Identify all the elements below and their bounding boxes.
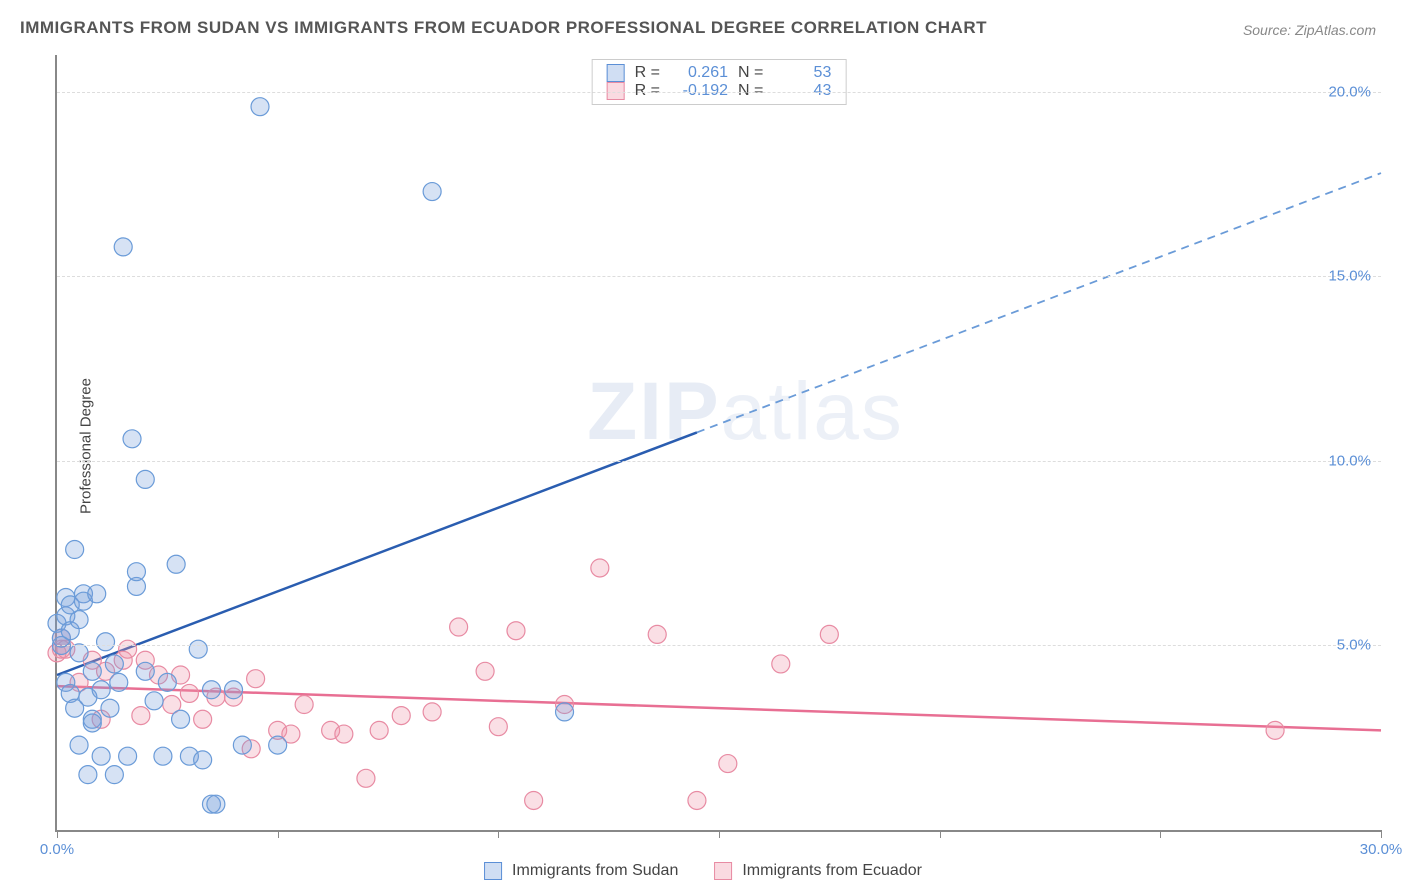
data-point xyxy=(225,681,243,699)
gridline xyxy=(57,92,1381,93)
legend-label-ecuador: Immigrants from Ecuador xyxy=(742,862,922,880)
data-point xyxy=(688,791,706,809)
stats-legend-box: R = 0.261 N = 53 R = -0.192 N = 43 xyxy=(592,59,847,105)
x-tick-label: 30.0% xyxy=(1360,841,1403,858)
data-point xyxy=(189,640,207,658)
y-tick-label: 5.0% xyxy=(1337,637,1371,654)
stats-row-sudan: R = 0.261 N = 53 xyxy=(607,64,832,82)
data-point xyxy=(158,673,176,691)
r-label: R = xyxy=(635,64,660,82)
data-point xyxy=(105,655,123,673)
data-point xyxy=(83,714,101,732)
x-tick-label: 0.0% xyxy=(40,841,74,858)
data-point xyxy=(167,555,185,573)
y-tick-label: 10.0% xyxy=(1328,452,1371,469)
data-point xyxy=(247,670,265,688)
legend-item-ecuador: Immigrants from Ecuador xyxy=(714,862,922,880)
data-point xyxy=(132,707,150,725)
data-point xyxy=(772,655,790,673)
x-tick xyxy=(278,830,279,838)
gridline xyxy=(57,461,1381,462)
data-point xyxy=(233,736,251,754)
x-tick xyxy=(57,830,58,838)
data-point xyxy=(476,662,494,680)
bottom-legend: Immigrants from Sudan Immigrants from Ec… xyxy=(484,862,922,880)
data-point xyxy=(357,769,375,787)
data-point xyxy=(119,747,137,765)
data-point xyxy=(88,585,106,603)
data-point xyxy=(79,766,97,784)
data-point xyxy=(114,238,132,256)
x-tick xyxy=(498,830,499,838)
data-point xyxy=(145,692,163,710)
n-label: N = xyxy=(738,64,763,82)
data-point xyxy=(251,98,269,116)
data-point xyxy=(648,625,666,643)
data-point xyxy=(591,559,609,577)
data-point xyxy=(105,766,123,784)
legend-label-sudan: Immigrants from Sudan xyxy=(512,862,678,880)
data-point xyxy=(172,710,190,728)
x-tick xyxy=(1160,830,1161,838)
x-tick xyxy=(719,830,720,838)
data-point xyxy=(110,673,128,691)
data-point xyxy=(370,721,388,739)
data-point xyxy=(136,470,154,488)
data-point xyxy=(92,681,110,699)
data-point xyxy=(202,681,220,699)
data-point xyxy=(70,736,88,754)
data-point xyxy=(180,684,198,702)
data-point xyxy=(269,736,287,754)
data-point xyxy=(194,710,212,728)
data-point xyxy=(97,633,115,651)
data-point xyxy=(295,696,313,714)
data-point xyxy=(423,183,441,201)
data-point xyxy=(127,563,145,581)
n-value-sudan: 53 xyxy=(773,64,831,82)
r-value-sudan: 0.261 xyxy=(670,64,728,82)
chart-title: IMMIGRANTS FROM SUDAN VS IMMIGRANTS FROM… xyxy=(20,18,987,38)
data-point xyxy=(489,718,507,736)
data-point xyxy=(719,755,737,773)
plot-area: ZIPatlas R = 0.261 N = 53 R = -0.192 N =… xyxy=(55,55,1381,832)
data-point xyxy=(507,622,525,640)
data-point xyxy=(92,747,110,765)
data-point xyxy=(194,751,212,769)
data-point xyxy=(119,640,137,658)
data-point xyxy=(123,430,141,448)
data-point xyxy=(207,795,225,813)
x-tick xyxy=(940,830,941,838)
data-point xyxy=(1266,721,1284,739)
legend-item-sudan: Immigrants from Sudan xyxy=(484,862,678,880)
data-point xyxy=(392,707,410,725)
data-point xyxy=(525,791,543,809)
data-point xyxy=(423,703,441,721)
data-point xyxy=(820,625,838,643)
data-point xyxy=(70,611,88,629)
data-point xyxy=(83,662,101,680)
data-point xyxy=(450,618,468,636)
gridline xyxy=(57,276,1381,277)
data-point xyxy=(154,747,172,765)
chart-container: IMMIGRANTS FROM SUDAN VS IMMIGRANTS FROM… xyxy=(0,0,1406,892)
swatch-sudan-icon xyxy=(484,862,502,880)
data-point xyxy=(556,703,574,721)
x-tick xyxy=(1381,830,1382,838)
gridline xyxy=(57,645,1381,646)
data-point xyxy=(136,662,154,680)
data-point xyxy=(70,644,88,662)
y-tick-label: 20.0% xyxy=(1328,83,1371,100)
data-point xyxy=(335,725,353,743)
data-point xyxy=(101,699,119,717)
data-point xyxy=(66,541,84,559)
y-tick-label: 15.0% xyxy=(1328,268,1371,285)
swatch-ecuador-icon xyxy=(714,862,732,880)
source-label: Source: ZipAtlas.com xyxy=(1243,22,1376,38)
swatch-sudan-icon xyxy=(607,64,625,82)
scatter-plot-svg xyxy=(57,55,1381,830)
